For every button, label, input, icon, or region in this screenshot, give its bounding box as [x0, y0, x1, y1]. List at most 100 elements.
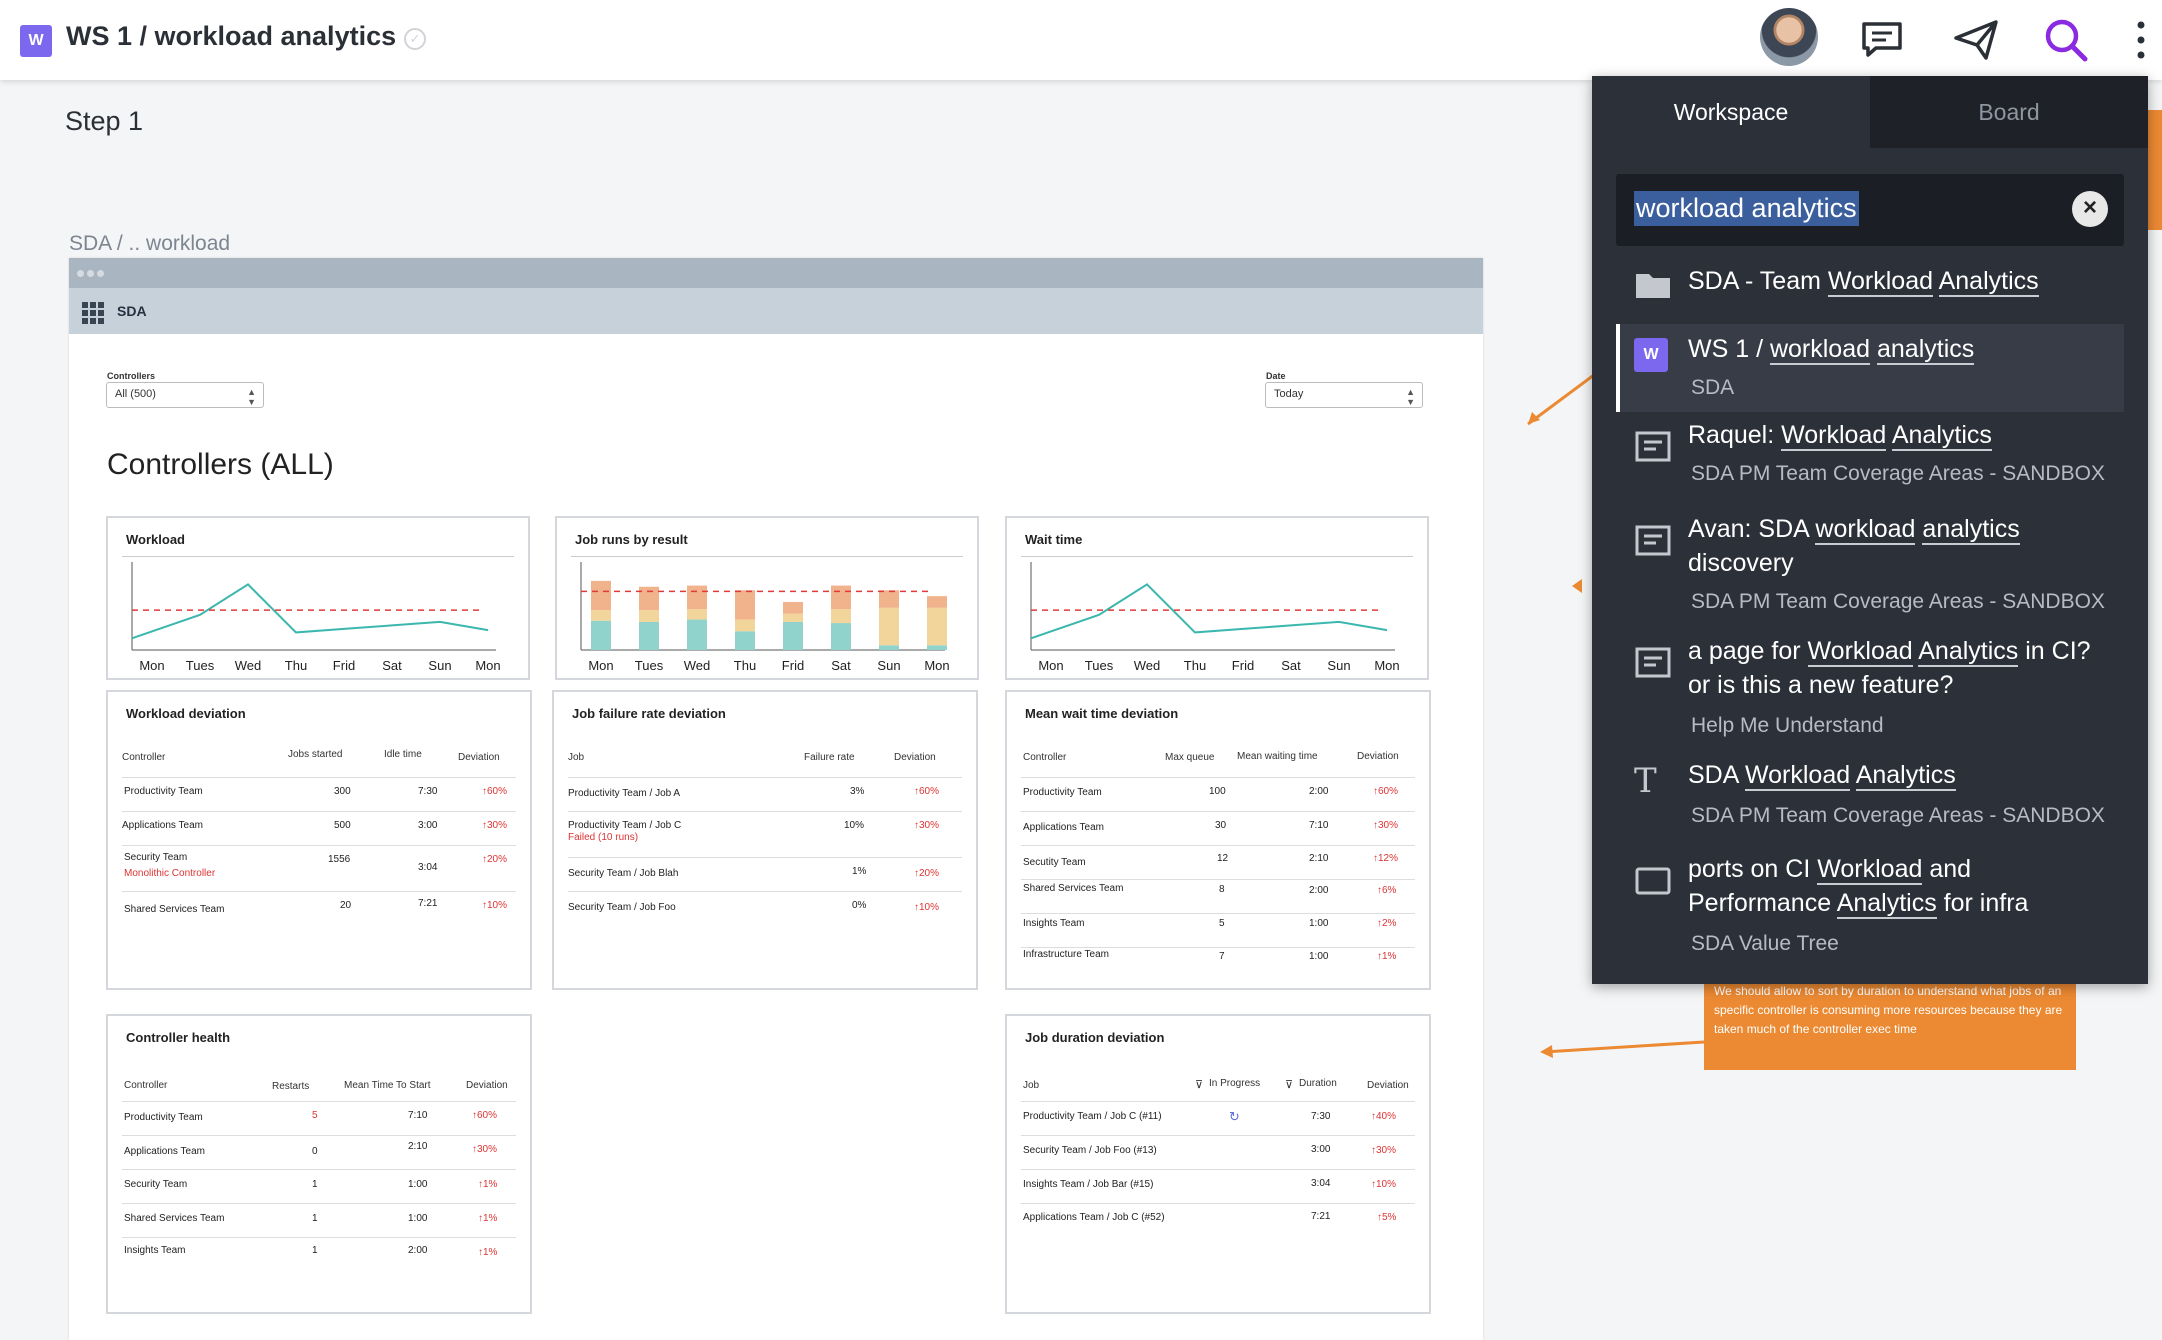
table-card-job-failure[interactable]: Job failure rate deviation Job Failure r… [552, 690, 978, 990]
avatar[interactable] [1760, 8, 1818, 66]
table-row[interactable]: Shared Services Team 8 2:00 ↑6% [1021, 879, 1415, 913]
tab-workspace[interactable]: Workspace [1673, 99, 1789, 125]
job-runs-chart: Mon Tues Wed Thu Frid Sat Sun Mon [580, 562, 950, 673]
cell-duration: 3:04 [1311, 1178, 1331, 1189]
table-row[interactable]: Applications Team 500 3:00 ↑30% [122, 811, 516, 845]
more-icon[interactable] [2118, 12, 2162, 68]
cell-deviation: ↑12% [1373, 853, 1399, 864]
search-result[interactable]: SDA - Team Workload Analytics [1616, 254, 2124, 314]
column-header[interactable]: Deviation [466, 1080, 508, 1091]
table-row[interactable]: Productivity Team 5 7:10 ↑60% [122, 1101, 516, 1135]
search-result[interactable]: Avan: SDA workload analytics discovery S… [1616, 508, 2124, 626]
sticky-note[interactable]: We should allow to sort by duration to u… [1704, 980, 2076, 1070]
table-row[interactable]: Security Team Monolithic Controller 1556… [122, 845, 516, 891]
app-frame[interactable]: SDA Controllers All (500) ▲ ▼ Date Today … [69, 258, 1483, 1340]
table-row[interactable]: Insights Team / Job Bar (#15) 3:04 ↑10% [1021, 1169, 1415, 1203]
table-title: Job failure rate deviation [572, 706, 726, 721]
table-card-job-duration[interactable]: Job duration deviation Job ⊽ In Progress… [1005, 1014, 1431, 1314]
table-card-controller-health[interactable]: Controller health Controller Restarts Me… [106, 1014, 532, 1314]
breadcrumb[interactable]: SDA / .. workload [69, 232, 231, 255]
table-row[interactable]: Shared Services Team 1 1:00 ↑1% [122, 1203, 516, 1237]
search-input[interactable]: workload analytics [1634, 191, 1859, 226]
column-header[interactable]: Job [568, 752, 585, 763]
table-card-mean-wait[interactable]: Mean wait time deviation Controller Max … [1005, 690, 1431, 990]
cell-deviation: ↑1% [1377, 951, 1397, 962]
tab-board[interactable]: Board [1870, 76, 2148, 148]
column-header[interactable]: Deviation [458, 752, 500, 763]
workspace-title[interactable]: WS 1 / workload analytics [66, 21, 397, 51]
cell-deviation: ↑2% [1377, 918, 1397, 929]
date-select[interactable]: Today ▲ ▼ [1265, 382, 1423, 408]
table-row[interactable]: Productivity Team / Job C Failed (10 run… [568, 811, 962, 857]
table-row[interactable]: Security Team 1 1:00 ↑1% [122, 1169, 516, 1203]
table-row[interactable]: Productivity Team 300 7:30 ↑60% [122, 777, 516, 811]
column-header[interactable]: Idle time [384, 749, 422, 760]
table-row[interactable]: Shared Services Team 20 7:21 ↑10% [122, 891, 516, 925]
table-row[interactable]: Infrastructure Team 7 1:00 ↑1% [1021, 947, 1415, 981]
search-panel: Workspace Board workload analytics × SDA… [1592, 76, 2148, 984]
share-icon[interactable] [1948, 12, 2004, 68]
table-row[interactable]: Insights Team 5 1:00 ↑2% [1021, 913, 1415, 947]
sticky-note-edge[interactable] [2148, 110, 2162, 230]
filter-icon[interactable]: ⊽ [1195, 1079, 1204, 1091]
column-header[interactable]: Deviation [894, 752, 936, 763]
x-tick-label: Mon [924, 658, 949, 673]
search-result[interactable]: ports on CI Workload and Performance Ana… [1616, 848, 2124, 968]
column-header[interactable]: Restarts [272, 1081, 310, 1092]
column-header[interactable]: Failure rate [804, 752, 855, 763]
bar-segment [783, 621, 803, 650]
table-row[interactable]: Security Team / Job Foo (#13) 3:00 ↑30% [1021, 1135, 1415, 1169]
column-header[interactable]: Controller [124, 1080, 168, 1091]
page-icon [1635, 431, 1671, 462]
table-row[interactable]: Security Team / Job Blah 1% ↑20% [568, 857, 962, 891]
column-header[interactable]: Controller [1023, 752, 1067, 763]
table-row[interactable]: Productivity Team 100 2:00 ↑60% [1021, 777, 1415, 811]
comments-icon[interactable] [1854, 12, 1910, 68]
date-value: Today [1274, 388, 1304, 400]
table-row[interactable]: Applications Team 0 2:10 ↑30% [122, 1135, 516, 1169]
search-icon[interactable] [2038, 12, 2094, 68]
table-card-workload-deviation[interactable]: Workload deviation Controller Jobs start… [106, 690, 532, 990]
filter-icon[interactable]: ⊽ [1285, 1079, 1294, 1091]
column-header[interactable]: Deviation [1367, 1080, 1409, 1091]
table-row[interactable]: Applications Team / Job C (#52) 7:21 ↑5% [1021, 1203, 1415, 1237]
table-row[interactable]: Productivity Team / Job A 3% ↑60% [568, 777, 962, 811]
clear-search-icon[interactable]: × [2072, 191, 2108, 227]
column-header[interactable]: Jobs started [288, 749, 343, 760]
cell-controller: Shared Services Team [124, 1213, 225, 1224]
chart-card-wait-time[interactable]: Wait time Mon Tues Wed Thu Frid Sat Sun Mon [1005, 516, 1429, 680]
search-field[interactable]: workload analytics × [1616, 174, 2124, 246]
workspace-badge[interactable]: W [20, 25, 52, 57]
x-tick-label: Frid [333, 658, 355, 673]
search-result[interactable]: Raquel: Workload Analytics SDA PM Team C… [1616, 414, 2124, 502]
table-row[interactable]: Insights Team 1 2:00 ↑1% [122, 1237, 516, 1271]
result-title: a page for Workload Analytics in CI? or … [1688, 637, 2091, 699]
cell-mean-wait: 1:00 [1309, 918, 1329, 929]
bar-segment [783, 601, 803, 614]
window-dot [77, 270, 84, 277]
app-grid-icon[interactable] [82, 302, 104, 324]
controllers-label: Controllers [107, 371, 156, 381]
table-row[interactable]: Secutity Team 12 2:10 ↑12% [1021, 845, 1415, 879]
table-row[interactable]: Productivity Team / Job C (#11) ↻ 7:30 ↑… [1021, 1101, 1415, 1135]
column-header[interactable]: Job [1023, 1080, 1040, 1091]
column-header[interactable]: In Progress [1209, 1078, 1261, 1089]
column-header[interactable]: Duration [1299, 1078, 1337, 1089]
column-header[interactable]: Mean waiting time [1237, 751, 1318, 762]
cell-deviation: ↑60% [482, 786, 508, 797]
search-result[interactable]: a page for Workload Analytics in CI? or … [1616, 630, 2124, 748]
table-row[interactable]: Security Team / Job Foo 0% ↑10% [568, 891, 962, 925]
column-header[interactable]: Controller [122, 752, 166, 763]
table-header: Controller Jobs started Idle time Deviat… [122, 749, 516, 772]
search-result[interactable]: W WS 1 / workload analytics SDA [1616, 324, 2124, 412]
controllers-select[interactable]: All (500) ▲ ▼ [106, 382, 264, 408]
column-header[interactable]: Mean Time To Start [344, 1080, 431, 1091]
app-name: SDA [117, 303, 147, 319]
table-row[interactable]: Applications Team 30 7:10 ↑30% [1021, 811, 1415, 845]
chart-card-job-runs[interactable]: Job runs by result Mon Tues Wed Thu Frid Sat S… [555, 516, 979, 680]
column-header[interactable]: Deviation [1357, 751, 1399, 762]
bar-segment [831, 585, 851, 609]
column-header[interactable]: Max queue [1165, 752, 1215, 763]
search-result[interactable]: T SDA Workload Analytics SDA PM Team Cov… [1616, 756, 2124, 844]
chart-card-workload[interactable]: Workload Mon Tues Wed Thu Frid Sat Sun Mon [106, 516, 530, 680]
